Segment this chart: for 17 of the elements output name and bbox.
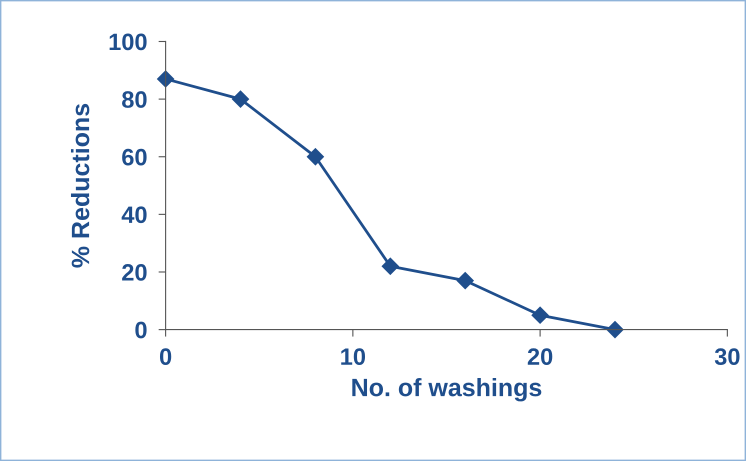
- x-tick-label: 10: [341, 348, 366, 366]
- x-axis-title: No. of washings: [352, 378, 542, 402]
- y-tick-label: 0: [135, 322, 147, 338]
- y-tick-label: 80: [122, 91, 147, 108]
- point: [306, 148, 324, 166]
- point: [456, 272, 474, 290]
- y-tick-label: 100: [110, 34, 147, 50]
- y-tick-label: 20: [122, 264, 147, 281]
- point: [532, 306, 549, 324]
- point: [382, 258, 399, 275]
- y-axis-title: % Reductions: [70, 104, 90, 268]
- x-tick-label: 0: [160, 348, 172, 366]
- y-tick-label: 60: [122, 148, 147, 166]
- x-tick-label: 20: [528, 348, 552, 366]
- x-tick-label: 30: [714, 348, 740, 366]
- point: [232, 90, 250, 108]
- y-tick-label: 40: [122, 206, 147, 224]
